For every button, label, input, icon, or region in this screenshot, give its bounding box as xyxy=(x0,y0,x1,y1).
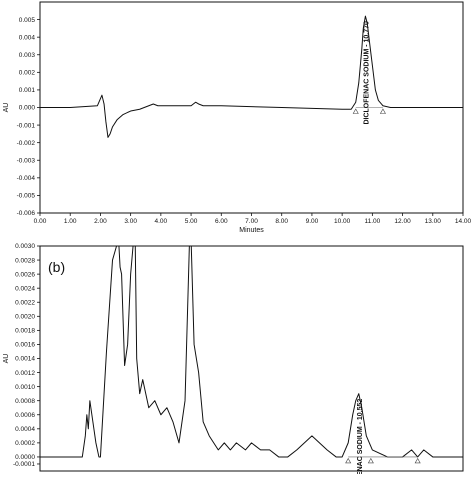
x-tick-label: 14.00 xyxy=(455,218,472,225)
y-axis-label: AU xyxy=(3,103,10,113)
x-tick-label: 11.00 xyxy=(364,218,380,225)
baseline-marker xyxy=(367,457,374,464)
x-tick-label: 13.00 xyxy=(425,218,442,225)
y-tick-label: 0.003 xyxy=(19,52,36,59)
y-tick-label: 0.0020 xyxy=(15,314,35,321)
y-tick-label: 0.002 xyxy=(19,70,36,77)
y-tick-label: 0.001 xyxy=(19,87,36,94)
x-tick-label: 5.00 xyxy=(185,218,198,225)
y-tick-label: 0.0000 xyxy=(15,454,35,461)
x-tick-label: 6.00 xyxy=(215,218,228,225)
peak-annotation: DICLOFENAC SODIUM - 10.552 xyxy=(357,399,364,474)
y-tick-label: 0.0002 xyxy=(15,440,35,447)
y-tick-label: 0.0014 xyxy=(15,356,35,363)
y-tick-label: -0.002 xyxy=(17,140,36,147)
x-tick-label: 1.00 xyxy=(64,218,77,225)
x-tick-label: 12.00 xyxy=(394,218,411,225)
y-tick-label: 0.004 xyxy=(19,34,36,41)
x-tick-label: 2.00 xyxy=(94,218,107,225)
x-tick-label: 10.00 xyxy=(334,218,351,225)
baseline-marker xyxy=(379,108,386,114)
y-tick-label: 0.0012 xyxy=(15,370,35,377)
panel-label: (b) xyxy=(48,259,65,275)
x-tick-label: 7.00 xyxy=(245,218,258,225)
plot-frame xyxy=(39,245,464,472)
y-tick-label: 0.0026 xyxy=(15,271,35,278)
y-tick-label: -0.004 xyxy=(17,175,36,182)
x-tick-label: 8.00 xyxy=(275,218,288,225)
y-tick-label: 0.0006 xyxy=(15,412,35,419)
y-axis-label: AU xyxy=(3,354,10,364)
chromatogram-trace-0 xyxy=(40,15,463,138)
y-tick-label: -0.001 xyxy=(17,122,36,129)
baseline-marker xyxy=(345,457,352,464)
baseline-marker xyxy=(414,457,421,464)
y-tick-label: 0.0018 xyxy=(15,328,35,335)
y-tick-label: 0.0008 xyxy=(15,398,35,405)
y-tick-label: -0.006 xyxy=(17,210,36,217)
y-tick-label: 0.0028 xyxy=(15,257,35,264)
y-tick-label: 0.0016 xyxy=(15,342,35,349)
x-tick-label: 3.00 xyxy=(124,218,137,225)
y-tick-label: 0.0004 xyxy=(15,426,35,433)
y-tick-label: 0.0024 xyxy=(15,285,35,292)
chart-panel-0: -0.006 -0.005 -0.004 -0.003 -0.002 -0.001 0.00… xyxy=(3,1,472,234)
y-tick-label: -0.005 xyxy=(17,193,36,200)
y-tick-label: 0.0022 xyxy=(15,299,35,306)
y-tick-label: -0.0001 xyxy=(13,461,35,468)
baseline-marker xyxy=(352,108,359,114)
peak-annotation: DICLOFENAC SODIUM - 10.770 xyxy=(363,21,370,125)
chromatogram-trace-0 xyxy=(40,246,463,458)
y-tick-label: 0.0010 xyxy=(15,384,35,391)
y-tick-label: 0.000 xyxy=(19,105,36,112)
x-axis-label: Minutes xyxy=(239,227,264,234)
y-tick-label: -0.003 xyxy=(17,157,36,164)
y-tick-label: 0.0030 xyxy=(15,243,35,250)
x-tick-label: 4.00 xyxy=(155,218,168,225)
x-tick-label: 9.00 xyxy=(306,218,319,225)
y-tick-label: 0.005 xyxy=(19,17,36,24)
x-tick-label: 0.00 xyxy=(34,218,47,225)
